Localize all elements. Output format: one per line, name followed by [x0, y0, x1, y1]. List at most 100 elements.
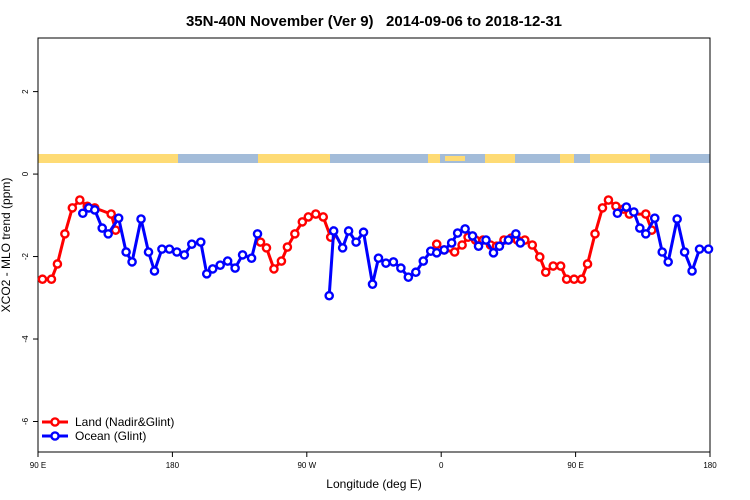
data-point — [282, 242, 293, 252]
data-point — [590, 229, 600, 239]
data-point — [60, 229, 70, 239]
data-point — [67, 203, 78, 213]
data-point — [207, 264, 218, 274]
data-point — [290, 229, 300, 239]
data-point — [640, 229, 651, 239]
legend-marker — [50, 431, 60, 441]
land-strip — [560, 154, 574, 163]
data-point — [703, 244, 714, 254]
legend-marker — [50, 417, 60, 427]
data-point — [687, 266, 697, 276]
data-point — [343, 226, 354, 236]
data-point — [503, 235, 514, 245]
data-point — [396, 263, 406, 273]
data-point — [113, 213, 124, 223]
data-point — [679, 247, 690, 257]
y-axis-label: XCO2 - MLO trend (ppm) — [0, 178, 13, 313]
data-point — [418, 256, 429, 266]
series-line — [327, 225, 522, 296]
data-point — [252, 229, 263, 239]
data-point — [276, 256, 287, 266]
land-mask — [38, 154, 710, 163]
x-tick-label: 180 — [166, 461, 180, 470]
data-point — [452, 228, 463, 238]
x-tick-label: 90 E — [30, 461, 46, 470]
data-point — [473, 241, 484, 252]
data-point — [640, 209, 651, 219]
data-point — [534, 252, 545, 262]
data-point — [694, 244, 705, 254]
data-point — [97, 223, 108, 233]
data-point — [75, 195, 85, 205]
y-tick-label: -2 — [21, 252, 30, 260]
data-point — [303, 212, 314, 222]
data-point — [555, 261, 566, 271]
legend-label: Ocean (Glint) — [75, 429, 146, 443]
data-point — [164, 244, 175, 254]
data-point — [37, 274, 48, 285]
data-point — [561, 274, 572, 285]
land-strip — [590, 154, 650, 163]
data-point — [106, 209, 116, 219]
data-point — [540, 267, 551, 278]
data-point — [481, 235, 491, 245]
land-strip — [38, 154, 178, 163]
data-point — [494, 241, 505, 252]
data-point — [318, 212, 329, 222]
data-point — [488, 248, 499, 258]
data-point — [46, 274, 57, 285]
data-point — [179, 250, 190, 260]
data-point — [439, 245, 449, 255]
data-point — [411, 267, 421, 278]
data-point — [582, 259, 593, 269]
data-point — [149, 266, 160, 276]
data-point — [597, 203, 608, 213]
data-point — [269, 264, 279, 274]
data-point — [261, 243, 272, 253]
data-point — [576, 274, 587, 285]
plot-frame — [37, 37, 711, 453]
y-tick-label: -4 — [21, 335, 30, 343]
data-point — [215, 260, 225, 271]
data-point — [195, 237, 206, 247]
land-strip — [485, 154, 515, 163]
x-axis-label: Longitude (deg E) — [326, 477, 421, 491]
y-tick-label: 2 — [21, 89, 30, 94]
data-point — [367, 279, 378, 289]
data-point — [230, 263, 240, 273]
data-point — [381, 258, 391, 268]
data-point — [446, 238, 457, 248]
x-tick-label: 0 — [439, 461, 444, 470]
x-tick-label: 180 — [703, 461, 717, 470]
data-point — [358, 227, 369, 238]
data-point — [449, 247, 460, 257]
data-point — [297, 217, 308, 227]
chart-title: 35N-40N November (Ver 9) 2014-09-06 to 2… — [186, 13, 562, 30]
data-point — [388, 257, 399, 267]
data-point — [431, 239, 442, 249]
data-point — [373, 253, 384, 263]
series-line — [42, 198, 118, 281]
data-point — [457, 240, 467, 250]
data-point — [527, 240, 538, 250]
land-strip — [445, 156, 465, 161]
data-point — [246, 253, 257, 263]
data-point — [103, 229, 113, 239]
data-point — [635, 223, 645, 233]
data-point — [603, 195, 614, 205]
data-point — [351, 237, 361, 247]
data-point — [222, 256, 233, 266]
land-strip — [428, 154, 440, 163]
data-point — [187, 239, 197, 249]
data-point — [460, 224, 470, 234]
x-tick-label: 90 W — [297, 461, 316, 470]
y-tick-label: -6 — [21, 417, 30, 425]
data-point — [548, 261, 559, 271]
legend-label: Land (Nadir&Glint) — [75, 415, 174, 429]
data-point — [78, 208, 88, 219]
data-point — [52, 259, 63, 269]
series-line — [259, 212, 333, 272]
data-point — [672, 214, 682, 224]
data-point — [612, 208, 623, 219]
